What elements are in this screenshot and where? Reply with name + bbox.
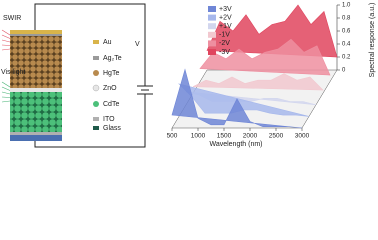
layer-label: Ag₂Te [103, 55, 122, 62]
layer-label: ZnO [103, 85, 117, 92]
legend-swatch [208, 23, 216, 30]
y-tick-label: 0.2 [342, 55, 351, 61]
series-area [178, 83, 310, 117]
y-tick-label: 0.6 [342, 29, 351, 35]
legend-label: +3V [219, 6, 232, 13]
x-axis-label: Wavelength (nm) [209, 141, 262, 148]
hgte-layer [10, 36, 62, 88]
ito-layer [10, 132, 62, 135]
y-tick-label: 1.0 [342, 3, 351, 9]
glass-layer [10, 135, 62, 141]
legend-label: +1V [219, 23, 232, 30]
x-tick-label: 1500 [217, 133, 232, 140]
series-area [206, 4, 338, 58]
legend-swatch [93, 56, 99, 60]
series-area [171, 68, 303, 129]
layer-label: HgTe [103, 70, 119, 77]
layer-label: Glass [103, 125, 121, 132]
device-diagram: SWIR Vis light V Au Ag₂Te HgTe ZnO CdTe … [1, 3, 153, 148]
legend-swatch [208, 6, 216, 12]
layer-label: CdTe [103, 101, 119, 108]
legend-swatch [208, 49, 216, 55]
layer-label: Au [103, 39, 112, 46]
x-tick-label: 2500 [269, 133, 284, 140]
legend-swatch [208, 14, 216, 21]
legend-swatch [93, 101, 99, 107]
figure: SWIR Vis light V Au Ag₂Te HgTe ZnO CdTe … [1, 3, 376, 148]
light-label: SWIR [3, 15, 21, 22]
legend-swatch [92, 84, 100, 92]
x-tick-label: 500 [167, 133, 178, 140]
x-tick-label: 3000 [295, 133, 310, 140]
waterfall-chart: Wavelength (nm) Spectral response (a.u.)… [167, 3, 376, 148]
legend-label: -3V [219, 49, 230, 56]
y-tick-label: 0.8 [342, 16, 351, 22]
legend-swatch [93, 126, 99, 130]
series-area [192, 73, 324, 91]
legend-swatch [208, 31, 216, 38]
y-axis-label: Spectral response (a.u.) [369, 3, 376, 78]
y-tick-label: 0 [342, 68, 346, 74]
layer-label: ITO [103, 116, 115, 123]
y-tick-label: 0.4 [342, 42, 351, 48]
legend-label: +2V [219, 14, 232, 21]
legend-label: -1V [219, 32, 230, 39]
x-tick-label: 1000 [191, 133, 206, 140]
zno-layer [10, 88, 62, 92]
cdte-layer [10, 92, 62, 132]
legend-swatch [93, 40, 99, 44]
voltage-label: V [135, 41, 140, 48]
series-area [199, 38, 331, 76]
au-layer [10, 30, 62, 34]
legend-swatch [93, 70, 99, 76]
battery [137, 85, 153, 95]
circuit-wire [34, 3, 146, 148]
legend-label: -2V [219, 40, 230, 47]
legend-swatch [93, 117, 99, 121]
light-label: Vis light [1, 69, 25, 76]
ag2te-layer [10, 34, 62, 36]
x-tick-label: 2000 [243, 133, 258, 140]
legend-swatch [208, 40, 216, 47]
